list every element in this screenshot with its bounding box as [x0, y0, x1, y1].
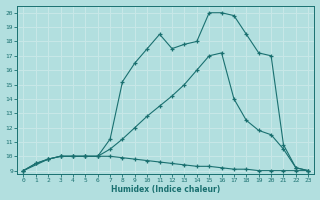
X-axis label: Humidex (Indice chaleur): Humidex (Indice chaleur) — [111, 185, 220, 194]
